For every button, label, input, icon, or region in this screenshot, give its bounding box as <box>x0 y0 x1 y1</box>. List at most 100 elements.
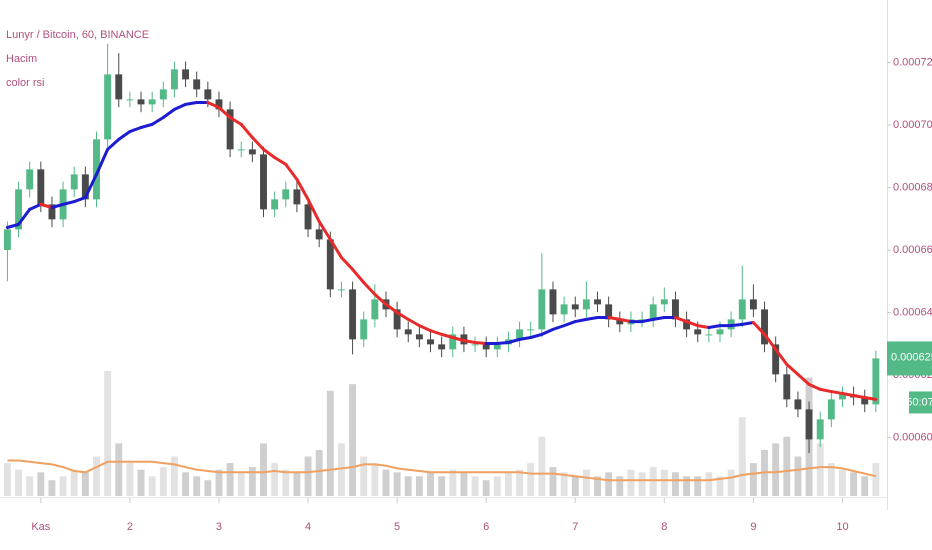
ma-segment <box>328 237 343 259</box>
candle-body <box>81 174 89 200</box>
candle-body <box>371 299 379 320</box>
ma-segment <box>451 336 466 343</box>
candle-body <box>705 334 713 336</box>
candle-body <box>415 334 423 340</box>
volume-bar <box>104 371 112 496</box>
volume-bar <box>527 463 535 496</box>
candle-body <box>304 204 312 230</box>
ma-segment <box>373 292 388 306</box>
x-tick-label: 10 <box>836 521 848 533</box>
volume-bar <box>727 469 735 496</box>
volume-bar <box>504 472 512 496</box>
ma-segment <box>161 107 176 119</box>
ma-segment <box>440 332 455 339</box>
ma-segment <box>429 329 444 336</box>
candle-body <box>660 299 668 305</box>
x-tick-label: 6 <box>483 521 489 533</box>
candle-body <box>638 319 646 321</box>
ma-segment <box>751 321 767 336</box>
ma-segment <box>317 220 332 241</box>
ma-segment <box>50 202 65 209</box>
candle-body <box>360 319 368 340</box>
candle-body <box>226 109 234 150</box>
ma-segment <box>284 162 299 181</box>
volume-bar <box>783 436 791 496</box>
ma-segment <box>685 320 700 328</box>
candle-body <box>549 289 557 315</box>
volume-bar <box>616 476 624 496</box>
candle-body <box>761 309 768 345</box>
indicator-label: Hacim <box>6 53 37 65</box>
candle-body <box>115 74 123 100</box>
volume-bar <box>738 417 746 496</box>
ma-segment <box>495 341 510 345</box>
ma-segment <box>5 222 21 229</box>
candle-body <box>137 99 145 105</box>
candle-body <box>393 309 401 330</box>
volume-bar <box>438 476 446 496</box>
candle-body <box>15 189 23 230</box>
ma-segment <box>339 256 355 271</box>
candle-body <box>805 409 813 440</box>
candle-body <box>349 289 357 340</box>
ma-segment <box>17 207 32 226</box>
ma-segment <box>72 196 87 204</box>
ma-segment <box>273 156 288 166</box>
ma-segment <box>228 116 243 126</box>
volume-bar <box>159 467 167 496</box>
ma-segment <box>651 316 666 321</box>
x-tick-label: 3 <box>216 521 222 533</box>
volume-bar <box>427 472 434 496</box>
ma-segment <box>172 102 188 111</box>
y-tick-label: 0.0007200 <box>893 56 932 68</box>
candle-body <box>783 374 791 400</box>
candle-body <box>48 204 56 220</box>
candle-body <box>215 99 223 110</box>
ma-segment <box>785 362 800 376</box>
ma-segment <box>250 136 266 151</box>
candle-body <box>772 344 780 375</box>
y-tick-label: 0.0006800 <box>893 181 932 193</box>
volume-bar <box>749 463 757 496</box>
candle-body <box>271 199 279 210</box>
indicator-label: color rsi <box>6 77 45 89</box>
volume-bar <box>215 469 223 496</box>
ma-segment <box>696 324 711 329</box>
ma-segment <box>28 202 43 211</box>
volume-bar <box>204 480 212 496</box>
volume-bar <box>170 456 178 496</box>
candle-body <box>605 304 613 320</box>
price-label-box <box>887 341 932 376</box>
volume-bar <box>549 467 557 496</box>
volume-bar <box>794 456 802 496</box>
ma-segment <box>94 147 110 176</box>
volume-bar <box>3 463 11 496</box>
volume-bar <box>349 384 357 496</box>
ma-segment <box>573 317 588 324</box>
ma-segment <box>763 332 778 351</box>
ma-segment <box>551 324 566 331</box>
volume-bar <box>850 472 858 496</box>
volume-bar <box>638 472 646 496</box>
candle-body <box>37 169 45 205</box>
volume-ma-line <box>7 459 877 482</box>
ma-segment <box>584 316 600 321</box>
ma-segment <box>562 320 577 328</box>
ma-segment <box>829 390 844 395</box>
candle-body <box>839 394 846 400</box>
volume-bar <box>304 456 312 496</box>
x-tick-label: Kas <box>31 521 50 533</box>
ma-segment <box>362 281 377 296</box>
candle-body <box>193 79 201 90</box>
candle-body <box>594 299 601 305</box>
candle-body <box>749 299 757 310</box>
volume-bar <box>694 476 702 496</box>
volume-bar <box>582 469 590 496</box>
volume-bar <box>15 469 23 496</box>
ma-segment <box>184 101 199 106</box>
ma-segment <box>206 101 221 109</box>
y-tick-label: 0.0006000 <box>893 431 932 443</box>
ma-segment <box>518 336 533 341</box>
